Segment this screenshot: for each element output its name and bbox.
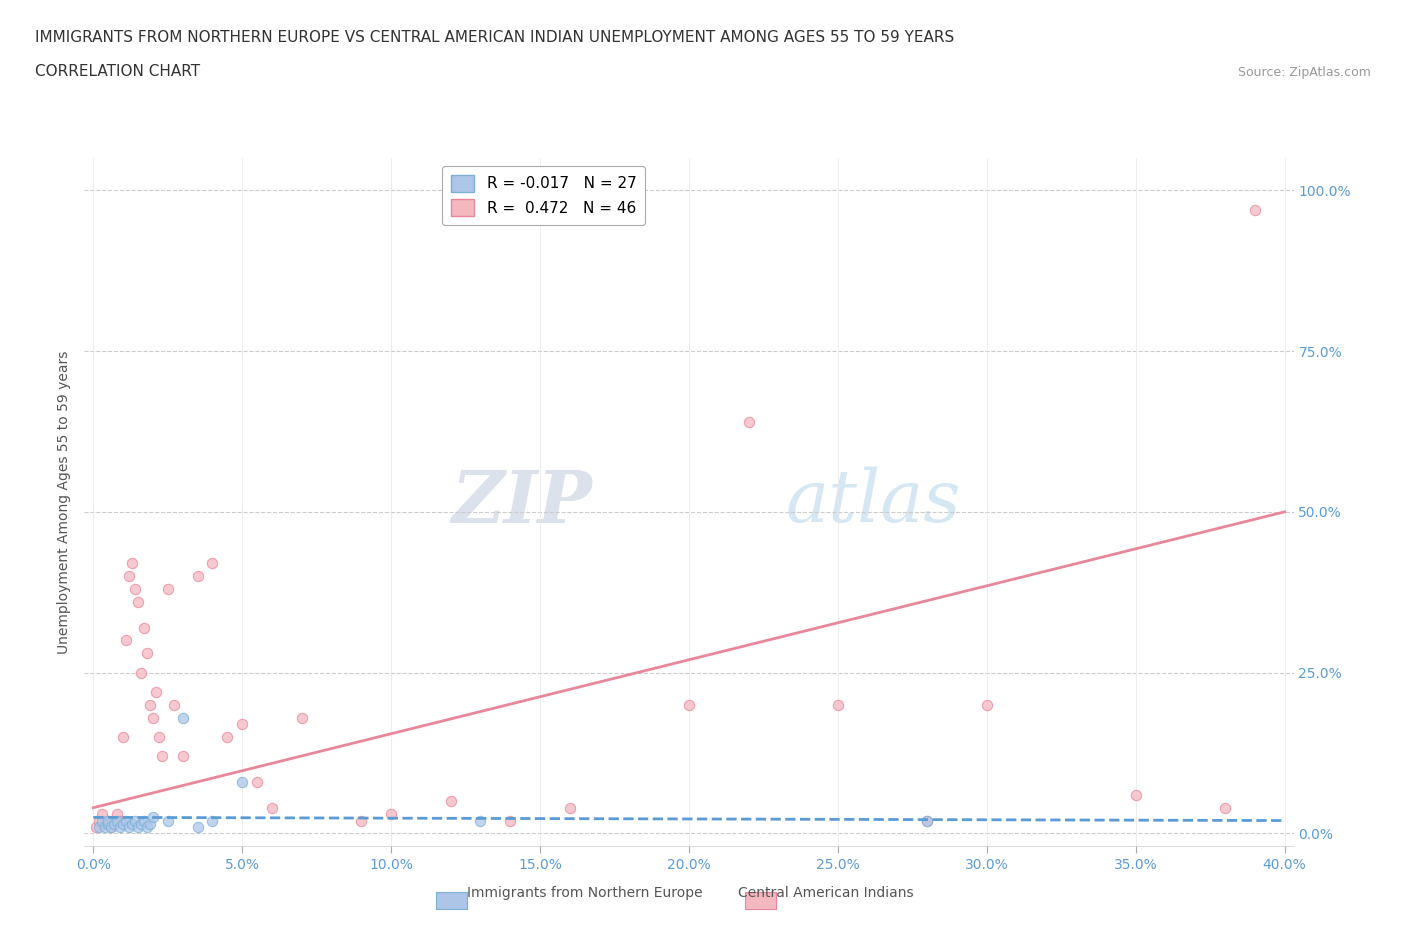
Point [139,817,162,831]
Point [915,813,938,828]
Point [440,794,463,809]
Point [91,806,114,821]
Legend: R = -0.017   N = 27, R =  0.472   N = 46: R = -0.017 N = 27, R = 0.472 N = 46 [443,166,645,225]
Point [142,711,165,725]
Point [915,813,938,828]
Point [678,698,700,712]
Point [108,819,131,834]
Point [127,594,149,609]
Point [91,813,114,828]
Point [150,749,173,764]
Point [97,813,120,828]
Text: ZIP: ZIP [451,467,592,538]
Point [976,698,998,712]
Point [201,813,224,828]
Point [186,819,208,834]
Point [148,729,170,744]
Point [100,819,122,834]
Point [89,819,111,834]
Point [129,817,152,831]
Point [112,729,135,744]
Point [127,819,149,834]
Point [156,581,179,596]
Point [105,806,128,821]
Point [231,775,253,790]
Point [135,646,157,661]
Point [108,813,131,828]
Point [124,813,146,828]
Point [94,817,117,831]
Point [231,717,253,732]
Point [558,801,581,816]
Point [94,819,117,834]
Point [737,415,759,430]
Point [89,813,111,828]
Point [499,813,522,828]
Text: Source: ZipAtlas.com: Source: ZipAtlas.com [1237,66,1371,79]
Point [118,569,141,584]
Point [827,698,849,712]
Text: CORRELATION CHART: CORRELATION CHART [35,64,200,79]
Point [105,813,128,828]
Point [112,817,135,831]
Point [172,711,194,725]
Point [84,819,107,834]
Point [103,817,125,831]
Point [121,817,143,831]
Point [246,775,269,790]
Point [186,569,208,584]
Point [139,698,162,712]
Point [97,817,120,831]
Point [1243,202,1265,217]
Point [291,711,314,725]
Point [135,819,157,834]
Y-axis label: Unemployment Among Ages 55 to 59 years: Unemployment Among Ages 55 to 59 years [58,351,72,654]
Point [118,819,141,834]
Text: atlas: atlas [786,467,962,538]
Point [260,801,283,816]
Point [350,813,373,828]
Point [217,729,239,744]
Point [132,620,155,635]
Point [1125,788,1147,803]
Text: Immigrants from Northern Europe: Immigrants from Northern Europe [467,886,703,900]
Point [129,665,152,680]
Point [201,556,224,571]
Point [142,810,165,825]
Point [172,749,194,764]
Point [97,813,120,828]
Point [115,633,138,648]
Point [470,813,492,828]
Point [124,581,146,596]
Point [132,813,155,828]
Point [103,817,125,831]
Point [100,819,122,834]
Point [121,556,143,571]
Point [1213,801,1236,816]
Point [380,806,402,821]
Point [156,813,179,828]
Text: Central American Indians: Central American Indians [738,886,914,900]
Text: IMMIGRANTS FROM NORTHERN EUROPE VS CENTRAL AMERICAN INDIAN UNEMPLOYMENT AMONG AG: IMMIGRANTS FROM NORTHERN EUROPE VS CENTR… [35,30,955,45]
Point [145,684,167,699]
Point [115,813,138,828]
Point [163,698,186,712]
